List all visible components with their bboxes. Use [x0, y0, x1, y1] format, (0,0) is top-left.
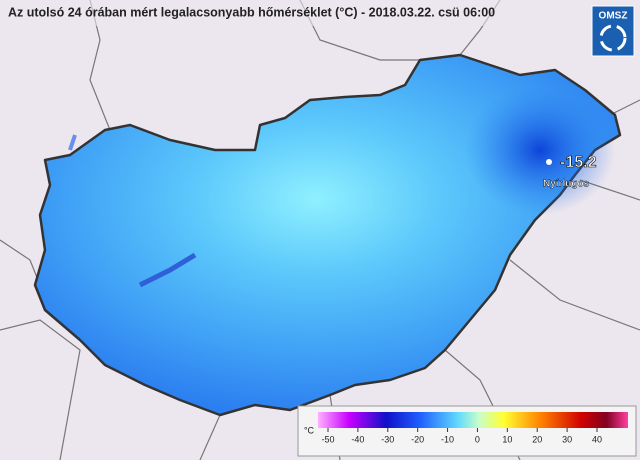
colorbar: [318, 412, 628, 428]
colorbar-tick-label: -20: [411, 434, 424, 444]
logo: [591, 5, 635, 57]
colorbar-tick-label: 10: [502, 434, 512, 444]
colorbar-tick-label: 30: [562, 434, 572, 444]
minimum-value: -15.2: [560, 154, 597, 171]
logo-mark: [599, 24, 627, 52]
colorbar-tick-label: 0: [475, 434, 480, 444]
colorbar-unit: °C: [304, 425, 315, 435]
colorbar-tick-label: -10: [441, 434, 454, 444]
title-bg: [0, 0, 588, 26]
title: Az utolsó 24 órában mért legalacsonyabb …: [8, 5, 495, 19]
colorbar-tick-label: 40: [592, 434, 602, 444]
lake: [138, 252, 197, 288]
colorbar-tick-label: -50: [321, 434, 334, 444]
colorbar-tick-label: -30: [381, 434, 394, 444]
lake: [68, 134, 77, 151]
colorbar-tick-label: 20: [532, 434, 542, 444]
cold-area: [465, 85, 615, 215]
logo-text: OMSZ: [599, 11, 628, 22]
colorbar-tick-label: -40: [351, 434, 364, 444]
minimum-marker: [546, 159, 552, 165]
minimum-place: Nyírlugos: [543, 179, 590, 190]
